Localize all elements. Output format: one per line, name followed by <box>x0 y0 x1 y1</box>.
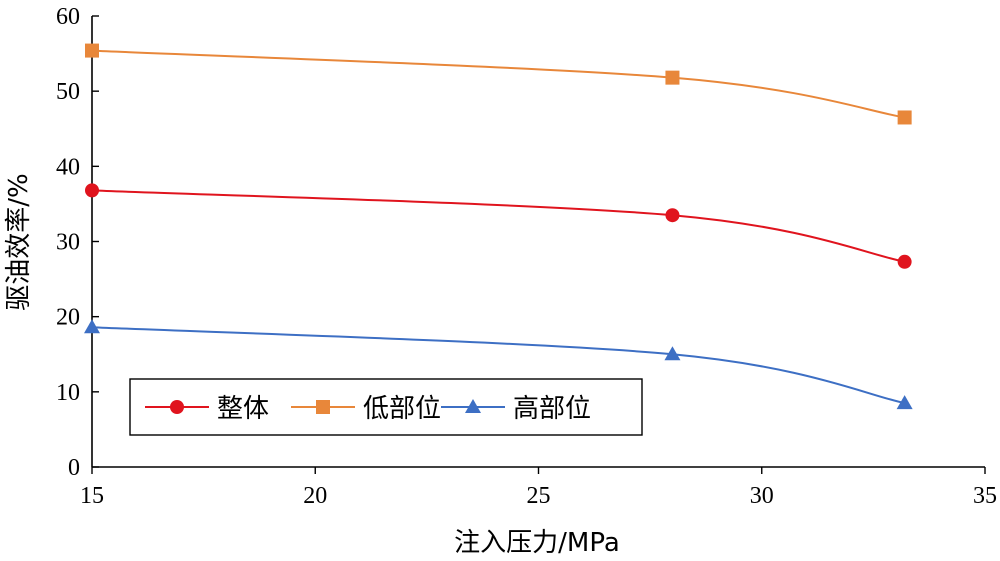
x-tick-label: 30 <box>750 483 774 509</box>
series-layer <box>84 43 913 410</box>
series-line <box>91 326 905 405</box>
x-tick-label: 35 <box>973 483 997 509</box>
series-3 <box>84 319 913 410</box>
legend-box <box>129 378 643 436</box>
data-point <box>84 319 100 334</box>
series-line <box>91 49 905 119</box>
series-line <box>91 189 905 263</box>
data-point <box>897 110 912 125</box>
legend-marker <box>465 399 481 413</box>
series-2 <box>85 43 912 125</box>
series-1 <box>85 183 912 269</box>
data-point <box>85 43 99 58</box>
y-axis-title: 驱油效率/% <box>4 173 34 310</box>
legend-label: 高部位 <box>513 394 591 424</box>
data-point <box>665 70 680 85</box>
data-point <box>897 254 912 269</box>
data-point <box>664 346 681 361</box>
y-tick-label: 20 <box>56 305 80 331</box>
y-tick-label: 30 <box>56 230 80 256</box>
legend-entry: 低部位 <box>291 394 441 424</box>
x-axis-title: 注入压力/MPa <box>454 528 620 558</box>
y-tick-label: 50 <box>56 79 80 105</box>
legend-entry: 高部位 <box>441 394 591 424</box>
legend-label: 整体 <box>217 394 269 424</box>
legend: 整体 低部位 高部位 <box>129 378 643 436</box>
x-tick-label: 15 <box>80 483 104 509</box>
data-point <box>896 395 913 410</box>
tick-labels: 0 10 20 30 40 50 60 15 20 25 30 35 <box>56 4 997 509</box>
legend-entry: 整体 <box>145 394 269 424</box>
legend-marker <box>316 400 330 414</box>
y-tick-label: 60 <box>56 4 80 30</box>
axes <box>91 15 986 474</box>
data-point <box>85 183 99 198</box>
x-tick-label: 20 <box>303 483 327 509</box>
legend-marker <box>170 400 184 414</box>
y-tick-label: 10 <box>56 380 80 406</box>
data-point <box>665 208 680 223</box>
y-tick-label: 0 <box>68 455 80 481</box>
legend-label: 低部位 <box>363 394 441 424</box>
y-tick-label: 40 <box>56 154 80 180</box>
x-tick-label: 25 <box>527 483 551 509</box>
